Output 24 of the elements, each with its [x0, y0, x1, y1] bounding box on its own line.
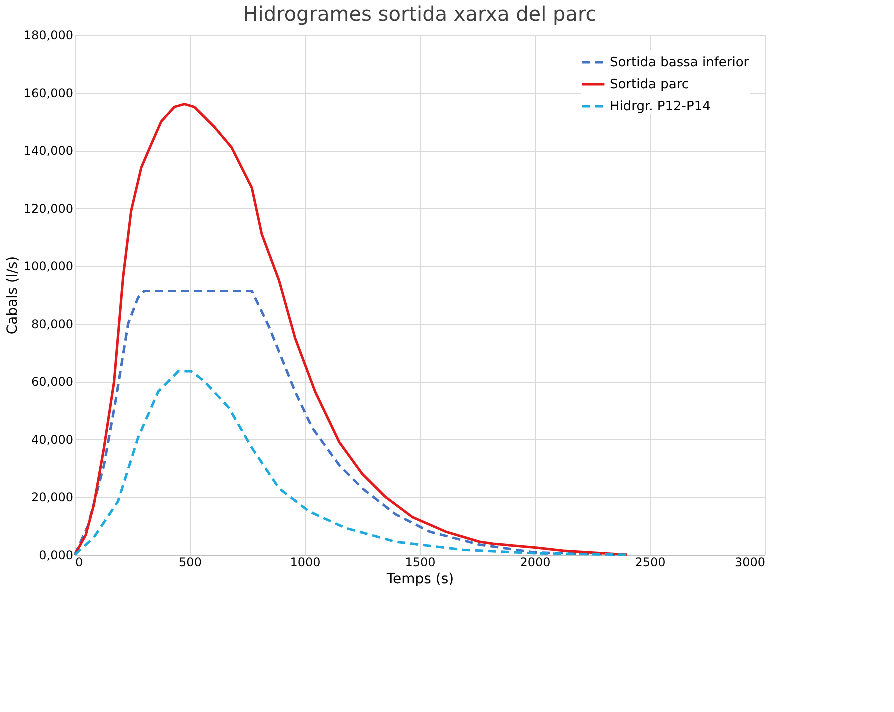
- x-tick-label: 500: [179, 556, 202, 570]
- x-tick-label: 2500: [635, 556, 666, 570]
- y-tick-label: 80,000: [32, 317, 74, 332]
- legend-label: Sortida bassa inferior: [610, 56, 750, 70]
- y-tick-label: 140,000: [24, 144, 74, 158]
- legend-label: Hidrgr. P12-P14: [610, 100, 711, 114]
- y-tick-label: 60,000: [32, 375, 74, 390]
- x-tick-label: 2000: [520, 556, 551, 570]
- x-tick-label: 1500: [405, 556, 436, 570]
- y-tick-label: 180,000: [24, 28, 74, 42]
- y-tick-label: 20,000: [32, 490, 74, 505]
- y-tick-label: 0,000: [39, 548, 74, 562]
- line-series: [74, 370, 628, 556]
- x-tick-label: 3000: [734, 556, 766, 570]
- y-tick-label: 120,000: [24, 202, 74, 216]
- y-tick-label: 160,000: [24, 86, 74, 100]
- y-tick-label: 100,000: [24, 260, 74, 274]
- x-tick-label: 0: [76, 556, 84, 570]
- y-tick-label: 40,000: [32, 432, 74, 447]
- x-axis-title: Temps (s): [386, 572, 454, 588]
- chart-title: Hidrogrames sortida xarxa del parc: [243, 2, 597, 26]
- legend-label: Sortida parc: [610, 78, 690, 92]
- y-axis-title: Cabals (l/s): [4, 256, 21, 335]
- x-tick-label: 1000: [290, 556, 321, 570]
